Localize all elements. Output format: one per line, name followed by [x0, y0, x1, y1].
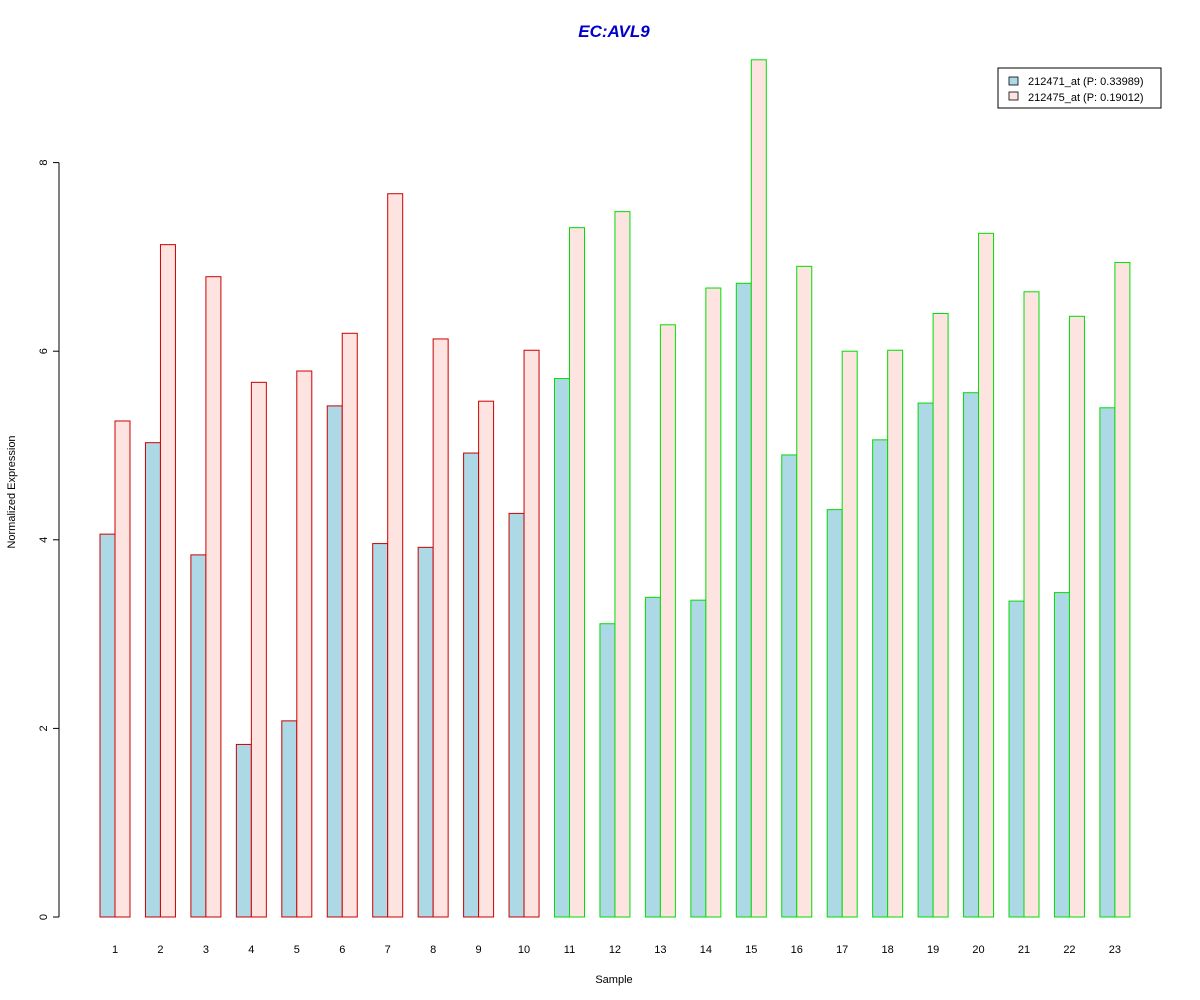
bar-series-1-sample-18 [872, 439, 889, 918]
legend-swatch-series-2 [1008, 91, 1019, 101]
bar-series-1-sample-6 [326, 405, 343, 918]
x-tick-label: 2 [157, 944, 163, 956]
x-tick-label: 11 [564, 944, 575, 956]
legend: 212471_at (P: 0.33989) 212475_at (P: 0.1… [997, 67, 1162, 109]
bars-group [99, 59, 1131, 918]
bar-series-2-sample-18 [887, 349, 904, 918]
x-tick-label: 20 [972, 944, 984, 956]
bar-series-2-sample-4 [250, 381, 267, 918]
bar-series-2-sample-11 [569, 227, 585, 918]
bar-series-2-sample-1 [114, 420, 131, 918]
bar-series-2-sample-22 [1068, 315, 1085, 918]
x-tick-label: 10 [518, 944, 530, 956]
x-tick-label: 13 [654, 944, 666, 956]
y-tick-label: 8 [38, 160, 50, 166]
x-tick-label: 7 [385, 944, 391, 956]
bar-series-2-sample-14 [705, 287, 722, 918]
x-tick-label: 1 [112, 944, 118, 956]
x-tick-label: 3 [203, 944, 209, 956]
bar-series-2-sample-9 [478, 400, 495, 918]
bar-series-2-sample-7 [387, 193, 404, 918]
bar-series-2-sample-16 [796, 265, 813, 918]
bar-series-2-sample-21 [1023, 291, 1040, 918]
bar-series-1-sample-20 [963, 392, 980, 918]
bar-series-2-sample-15 [750, 59, 767, 918]
legend-swatch-series-1 [1008, 76, 1019, 86]
bar-series-1-sample-19 [917, 402, 934, 918]
y-axis-label: Normalized Expression [6, 435, 18, 548]
legend-label-series-1: 212471_at (P: 0.33989) [1028, 76, 1144, 88]
bar-series-1-sample-1 [99, 533, 116, 918]
bar-series-1-sample-4 [235, 743, 252, 918]
x-tick-label: 17 [836, 944, 848, 956]
bar-series-1-sample-3 [190, 554, 207, 918]
bar-series-1-sample-2 [144, 442, 161, 918]
bar-series-2-sample-20 [978, 232, 995, 918]
x-tick-label: 12 [609, 944, 621, 956]
bar-series-2-sample-12 [614, 211, 631, 918]
x-tick-label: 14 [700, 944, 712, 956]
x-tick-label: 4 [248, 944, 254, 956]
bar-series-1-sample-7 [372, 543, 389, 918]
bar-series-1-sample-5 [281, 720, 298, 918]
bar-series-2-sample-17 [841, 350, 858, 918]
legend-box [997, 67, 1162, 109]
bar-series-1-sample-16 [781, 454, 798, 918]
bar-series-1-sample-10 [508, 512, 525, 918]
x-tick-label: 19 [927, 944, 939, 956]
y-tick-label: 0 [38, 914, 50, 920]
x-tick-label: 6 [339, 944, 345, 956]
x-tick-label: 9 [476, 944, 482, 956]
bar-series-2-sample-8 [432, 338, 449, 918]
bar-series-1-sample-17 [826, 509, 843, 918]
x-axis-tick-labels: 1 2 3 4 5 6 7 8 9 10 11 12 13 14 15 16 17 18 19 20 21 22 23 [112, 944, 1121, 956]
x-tick-label: 22 [1063, 944, 1075, 956]
bar-series-2-sample-6 [341, 332, 358, 918]
x-axis-label: Sample [595, 974, 632, 986]
y-axis: 0 2 4 6 8 [38, 160, 60, 920]
bar-series-1-sample-15 [735, 282, 752, 918]
bar-series-1-sample-22 [1053, 592, 1070, 918]
chart-title: EC:AVL9 [578, 22, 650, 41]
bar-series-1-sample-14 [690, 599, 707, 918]
bar-series-1-sample-21 [1008, 600, 1025, 918]
bar-series-1-sample-8 [417, 546, 434, 918]
bar-series-2-sample-19 [932, 312, 949, 918]
bar-series-2-sample-5 [296, 370, 313, 918]
x-tick-label: 18 [882, 944, 894, 956]
legend-label-series-2: 212475_at (P: 0.19012) [1028, 92, 1144, 104]
bar-series-2-sample-23 [1114, 262, 1131, 918]
bar-series-2-sample-3 [205, 276, 222, 918]
bar-series-1-sample-11 [554, 378, 570, 918]
bar-series-1-sample-13 [644, 596, 661, 918]
bar-series-1-sample-9 [463, 452, 480, 918]
x-tick-label: 23 [1109, 944, 1121, 956]
bar-series-1-sample-23 [1099, 407, 1116, 918]
x-tick-label: 21 [1018, 944, 1030, 956]
x-tick-label: 5 [294, 944, 300, 956]
y-tick-label: 2 [38, 725, 50, 731]
y-tick-label: 4 [38, 537, 50, 543]
bar-series-2-sample-13 [659, 324, 676, 918]
x-tick-label: 16 [791, 944, 803, 956]
y-tick-label: 6 [38, 348, 50, 354]
x-tick-label: 8 [430, 944, 436, 956]
x-tick-label: 15 [745, 944, 757, 956]
bar-series-2-sample-2 [159, 244, 176, 918]
bar-series-2-sample-10 [523, 349, 540, 918]
bar-series-1-sample-12 [599, 623, 616, 918]
